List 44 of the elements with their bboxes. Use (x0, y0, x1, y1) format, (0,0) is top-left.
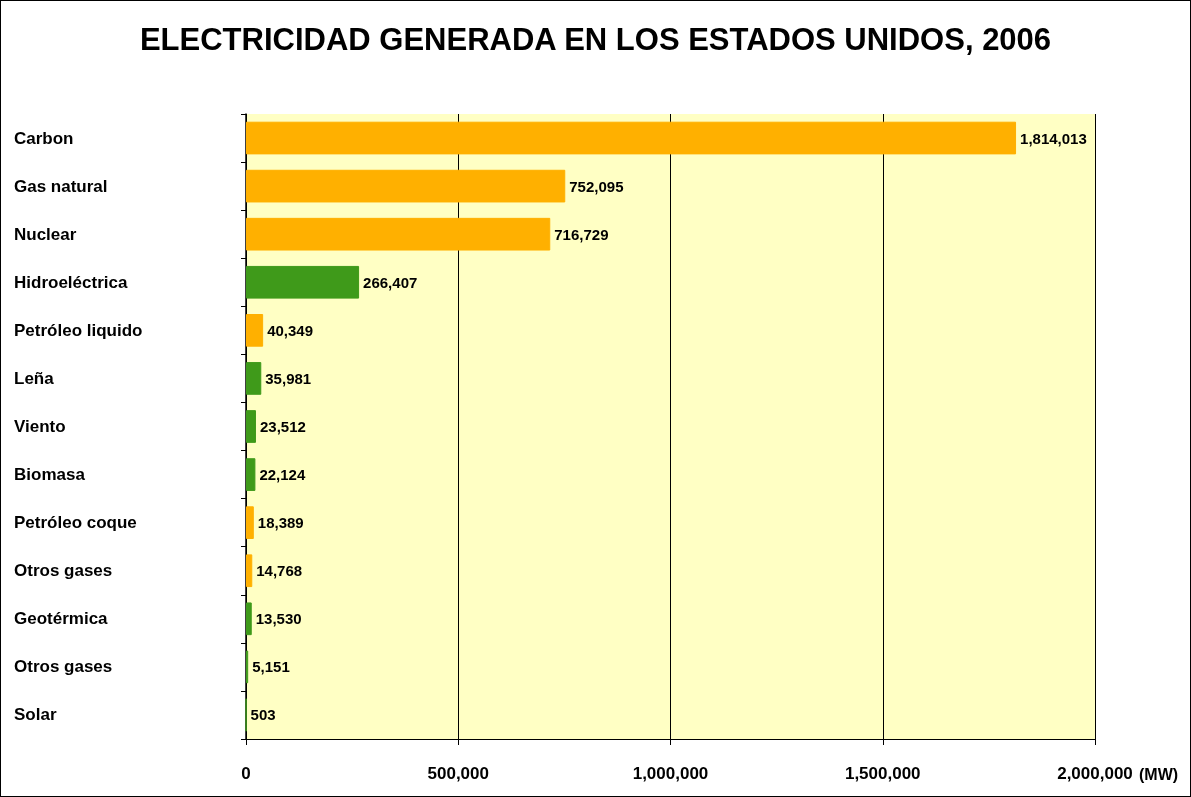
x-tick-label: 1,000,000 (632, 764, 709, 783)
data-label: 716,729 (554, 225, 609, 243)
data-label: 22,124 (259, 466, 306, 484)
data-label: 503 (250, 706, 276, 724)
bar (246, 602, 252, 636)
x-tick-label: 500,000 (427, 764, 489, 783)
y-tick-label: Leña (14, 368, 55, 388)
y-tick-label: Carbon (14, 128, 74, 148)
bar (246, 169, 566, 203)
y-tick-label: Biomasa (14, 465, 86, 485)
y-tick-label: Petróleo liquido (14, 320, 143, 340)
data-label: 23,512 (259, 418, 306, 435)
bar (246, 410, 256, 443)
bar (246, 458, 256, 491)
data-label: 266,407 (363, 273, 418, 291)
data-label: 14,768 (256, 562, 303, 580)
y-tick-label: Solar (14, 705, 57, 725)
data-label: 752,095 (569, 177, 624, 195)
data-label: 13,530 (255, 610, 302, 628)
bar (246, 506, 254, 539)
y-tick-label: Nuclear (14, 224, 77, 244)
data-label: 18,389 (257, 514, 304, 532)
y-tick-label: Otros gases (14, 657, 113, 677)
y-tick-label: Otros gases (14, 561, 113, 581)
bar (246, 314, 264, 347)
data-label: 40,349 (267, 321, 314, 339)
y-tick-label: Petróleo coque (14, 513, 137, 533)
data-label: 35,981 (265, 369, 312, 387)
bar (246, 265, 360, 299)
y-tick-label: Gas natural (14, 176, 108, 196)
y-tick-label: Hidroeléctrica (14, 272, 128, 292)
bar (246, 121, 1017, 155)
y-tick-label: Geotérmica (14, 609, 109, 629)
y-tick-label: Viento (14, 417, 66, 436)
chart-title: ELECTRICIDAD GENERADA EN LOS ESTADOS UNIDOS, 2006 (139, 22, 1052, 57)
x-axis-title: (MW) (1139, 765, 1179, 783)
x-tick-label: 1,500,000 (844, 764, 921, 783)
x-tick-label: 0 (241, 764, 251, 783)
bar (246, 554, 253, 588)
x-tick-label: 2,000,000 (1057, 764, 1133, 783)
data-label: 5,151 (252, 658, 290, 676)
bar (246, 217, 551, 251)
bar (246, 362, 262, 395)
data-label: 1,814,013 (1020, 129, 1087, 147)
